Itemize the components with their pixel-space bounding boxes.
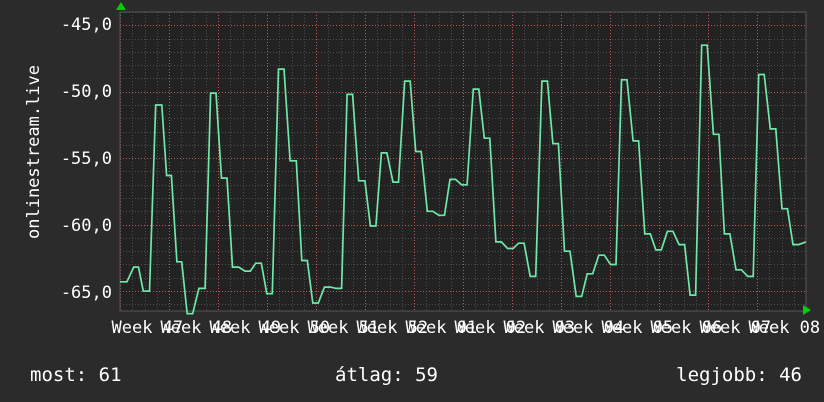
x-tick-label: Week 01: [405, 318, 478, 338]
stat-best: legjobb: 46: [676, 364, 802, 386]
right-arrow-icon: [803, 305, 811, 315]
x-tick-label: Week 47: [111, 318, 184, 338]
plot-background: [120, 12, 806, 311]
y-tick-label: -60,0: [60, 216, 112, 236]
y-tick-label: -65,0: [60, 283, 112, 303]
y-tick-label: -50,0: [60, 82, 112, 102]
x-tick-label: Week 04: [552, 318, 625, 338]
x-tick-label: Week 50: [258, 318, 331, 338]
x-tick-label: Week 02: [454, 318, 527, 338]
x-axis-labels: Week 47 Week 48 Week 49 Week 50 Week 51 Week …: [0, 318, 824, 344]
graph-footer: most: 61 átlag: 59 legjobb: 46: [0, 358, 824, 398]
x-tick-label: Week 48: [160, 318, 233, 338]
x-tick-label: Week 52: [356, 318, 429, 338]
x-tick-label: Week 05: [601, 318, 674, 338]
major-gridlines: [120, 12, 806, 311]
stat-now: most: 61: [30, 364, 122, 386]
y-tick-label: -45,0: [60, 15, 112, 35]
stat-average: átlag: 59: [335, 364, 438, 386]
x-tick-label: Week 03: [503, 318, 576, 338]
x-tick-label: Week 51: [307, 318, 380, 338]
plot-border: [119, 11, 807, 312]
y-tick-label: -55,0: [60, 149, 112, 169]
x-tick-label: Week 07: [699, 318, 772, 338]
x-tick-label: Week 08: [748, 318, 821, 338]
up-arrow-icon: [116, 2, 126, 10]
x-tick-label: Week 49: [209, 318, 282, 338]
data-series-line: [120, 44, 807, 315]
x-tick-label: Week 06: [650, 318, 723, 338]
y-axis-ticks: -45,0 -50,0 -55,0 -60,0 -65,0: [0, 0, 112, 330]
